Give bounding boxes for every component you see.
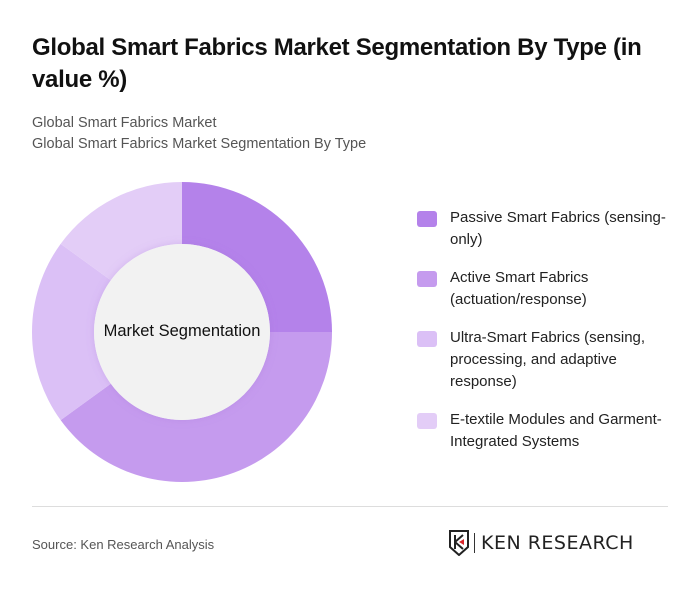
footer-divider [32, 506, 668, 507]
legend-swatch [417, 211, 437, 227]
legend-swatch [417, 413, 437, 429]
legend-item-etextile[interactable]: E-textile Modules and Garment-Integrated… [417, 409, 687, 453]
source-note: Source: Ken Research Analysis [32, 537, 215, 552]
donut-slice[interactable] [60, 182, 183, 281]
logo-text: KEN RESEARCH [481, 532, 634, 554]
ken-research-logo: KEN RESEARCH [448, 530, 634, 556]
legend-label: Active Smart Fabrics (actuation/response… [450, 269, 589, 308]
legend-item-active[interactable]: Active Smart Fabrics (actuation/response… [417, 267, 687, 311]
subtitle-line-1: Global Smart Fabrics Market [32, 115, 217, 131]
donut-center [94, 244, 270, 420]
donut-slice[interactable] [182, 182, 332, 332]
legend: Passive Smart Fabrics (sensing-only) Act… [417, 207, 687, 469]
donut-slice[interactable] [60, 332, 332, 482]
legend-label: Ultra-Smart Fabrics (sensing, processing… [450, 329, 646, 390]
center-label: Market Segmentation [103, 322, 261, 340]
legend-swatch [417, 271, 437, 287]
chart-subtitle: Global Smart Fabrics Market Global Smart… [32, 113, 366, 155]
legend-label: E-textile Modules and Garment-Integrated… [450, 411, 662, 450]
donut-chart [31, 182, 332, 482]
legend-item-passive[interactable]: Passive Smart Fabrics (sensing-only) [417, 207, 687, 251]
legend-label: Passive Smart Fabrics (sensing-only) [450, 209, 666, 248]
legend-item-ultra-smart[interactable]: Ultra-Smart Fabrics (sensing, processing… [417, 327, 687, 393]
logo-separator [474, 533, 475, 553]
legend-swatch [417, 331, 437, 347]
chart-title: Global Smart Fabrics Market Segmentation… [32, 34, 642, 93]
donut-slice[interactable] [31, 243, 111, 421]
donut-slices [31, 182, 332, 482]
ken-logo-icon [449, 530, 469, 556]
subtitle-line-2: Global Smart Fabrics Market Segmentation… [32, 136, 367, 152]
